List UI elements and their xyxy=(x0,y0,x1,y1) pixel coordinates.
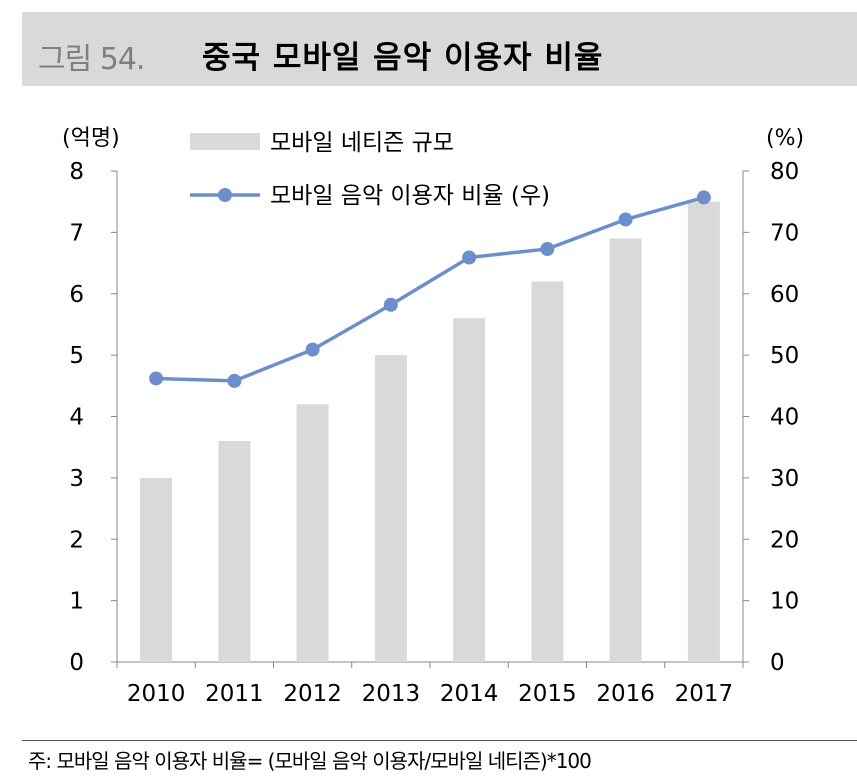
bar xyxy=(374,355,407,662)
line-point xyxy=(618,212,633,227)
right-tick-label: 0 xyxy=(770,650,785,676)
right-tick-label: 10 xyxy=(770,589,799,615)
bar xyxy=(687,201,720,662)
left-tick-label: 5 xyxy=(69,343,84,369)
left-tick-label: 7 xyxy=(69,220,84,246)
bar xyxy=(453,318,486,662)
line-point xyxy=(540,241,555,256)
left-axis-label: (억명) xyxy=(62,126,120,151)
bar xyxy=(296,404,329,662)
right-tick-label: 60 xyxy=(770,282,799,308)
line-point xyxy=(462,250,477,265)
line-point xyxy=(696,190,711,205)
series-line xyxy=(156,195,705,383)
legend-swatch-bar xyxy=(190,133,260,150)
left-tick-label: 2 xyxy=(69,527,84,553)
x-tick-label: 2013 xyxy=(362,681,421,707)
x-tick-label: 2015 xyxy=(518,681,577,707)
left-tick-label: 0 xyxy=(69,650,84,676)
left-tick-label: 1 xyxy=(69,589,84,615)
legend-swatch-marker xyxy=(218,188,232,202)
legend-label-bar: 모바일 네티즌 규모 xyxy=(270,130,454,156)
x-tick-label: 2011 xyxy=(205,681,264,707)
x-tick-label: 2010 xyxy=(127,681,186,707)
left-tick-label: 6 xyxy=(69,282,84,308)
right-axis-label: (%) xyxy=(766,126,804,151)
line-point xyxy=(149,371,164,386)
left-tick-label: 4 xyxy=(69,405,84,431)
x-tick-label: 2012 xyxy=(283,681,342,707)
x-tick-label: 2017 xyxy=(675,681,734,707)
bar xyxy=(218,441,251,662)
line-point xyxy=(227,373,242,388)
line-point xyxy=(305,342,320,357)
figure-label: 그림 54. xyxy=(38,42,145,77)
right-tick-label: 50 xyxy=(770,343,799,369)
bar xyxy=(140,477,173,662)
footer: 주: 모바일 음악 이용자 비율= (모바일 음악 이용자/모바일 네티즌)*1… xyxy=(22,740,857,773)
right-tick-label: 20 xyxy=(770,527,799,553)
chart-title: 중국 모바일 음악 이용자 비율 xyxy=(202,40,604,76)
right-tick-label: 70 xyxy=(770,220,799,246)
bar xyxy=(609,238,642,662)
title-bar: 그림 54. 중국 모바일 음악 이용자 비율 xyxy=(22,12,857,86)
footnote: 주: 모바일 음악 이용자 비율= (모바일 음악 이용자/모바일 네티즌)*1… xyxy=(28,749,592,773)
right-tick-label: 40 xyxy=(770,405,799,431)
left-tick-label: 8 xyxy=(69,159,84,185)
legend-label-line: 모바일 음악 이용자 비율 (우) xyxy=(270,183,550,209)
x-tick-label: 2016 xyxy=(596,681,655,707)
right-tick-label: 30 xyxy=(770,466,799,492)
line-point xyxy=(383,297,398,312)
bar xyxy=(531,281,564,662)
x-tick-label: 2014 xyxy=(440,681,499,707)
left-tick-label: 3 xyxy=(69,466,84,492)
right-tick-label: 80 xyxy=(770,159,799,185)
